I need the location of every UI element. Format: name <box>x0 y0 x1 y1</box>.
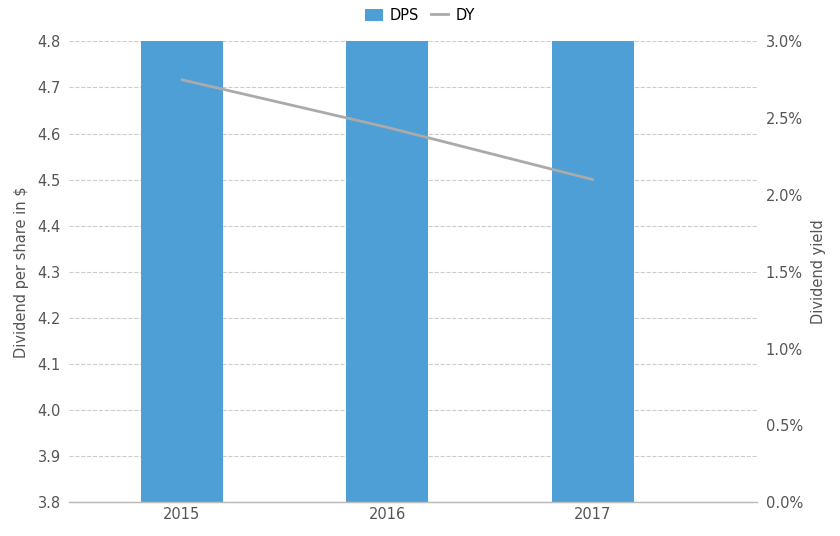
Y-axis label: Dividend yield: Dividend yield <box>811 219 826 324</box>
Bar <box>552 0 634 502</box>
Y-axis label: Dividend per share in $: Dividend per share in $ <box>14 186 29 358</box>
Legend: DPS, DY: DPS, DY <box>360 2 480 28</box>
Bar <box>346 0 428 502</box>
Bar <box>141 0 223 502</box>
